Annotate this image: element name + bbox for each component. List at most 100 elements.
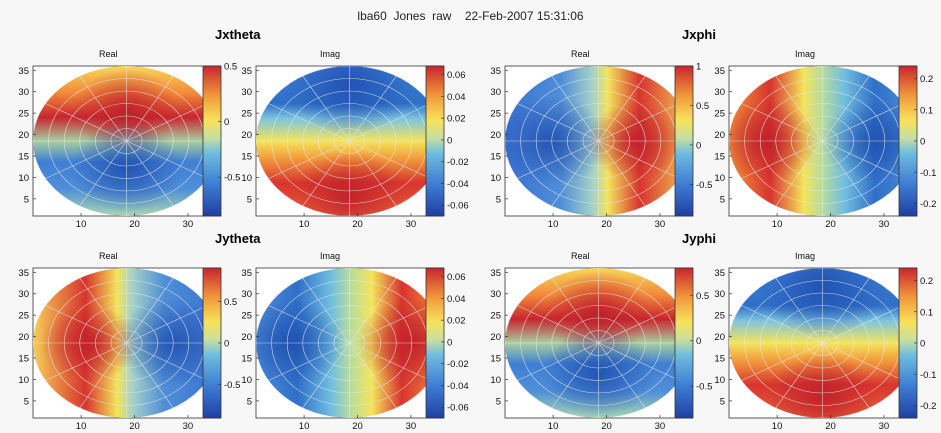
y-tick-label: 30: [490, 289, 501, 300]
x-tick-label: 30: [406, 219, 417, 230]
y-tick-label: 10: [714, 173, 725, 184]
colorbar-tick-label: -0.02: [447, 157, 469, 168]
y-tick-label: 35: [18, 268, 29, 279]
heatmap-disc: [256, 66, 443, 216]
y-tick-label: 25: [490, 109, 501, 120]
y-tick-label: 10: [241, 375, 252, 386]
colorbar-tick-label: 0.04: [447, 92, 466, 103]
colorbar-tick-label: -0.04: [447, 381, 469, 392]
y-tick-label: 15: [18, 152, 29, 163]
colorbar-tick-label: 0.1: [920, 105, 933, 116]
colorbar: 1 0.5 0 -0.5: [674, 62, 712, 217]
polar-grid: [729, 66, 916, 216]
y-tick-label: 35: [241, 66, 252, 77]
colorbar: 0.5 0 -0.5: [202, 267, 240, 419]
group-title-jxphi: Jxphi: [682, 27, 716, 42]
y-tick-label: 20: [18, 130, 29, 141]
panel-jytheta-imag: 10 20 30 5 10 15 20 25 30 35 0.06 0.04 0.02 0 -0.02 -0.…: [241, 267, 469, 432]
x-tick-label: 20: [825, 219, 836, 230]
heatmap-disc: [33, 66, 220, 216]
y-tick-label: 30: [241, 87, 252, 98]
y-tick-label: 30: [714, 87, 725, 98]
panel-title-jytheta-imag: Imag: [320, 251, 341, 261]
x-tick-label: 20: [352, 421, 363, 432]
y-tick-label: 35: [18, 66, 29, 77]
x-tick-label: 30: [183, 421, 194, 432]
colorbar-tick-label: 0.04: [447, 294, 466, 305]
y-tick-label: 30: [18, 289, 29, 300]
y-tick-label: 10: [241, 173, 252, 184]
colorbar-tick-label: 0: [920, 137, 925, 148]
panel-jxphi-real: 10 20 30 5 10 15 20 25 30 35 1 0.5 0 -0.5: [490, 62, 712, 231]
y-tick-label: 5: [247, 194, 252, 205]
x-tick-label: 30: [406, 421, 417, 432]
colorbar-tick-label: 0.5: [696, 291, 709, 302]
figure-title: lba60 Jones raw 22-Feb-2007 15:31:06: [357, 9, 584, 23]
colorbar: 0.5 0 -0.5: [202, 62, 240, 217]
y-tick-label: 25: [241, 311, 252, 322]
x-tick-label: 30: [879, 219, 890, 230]
y-tick-label: 20: [490, 130, 501, 141]
x-tick-label: 20: [129, 421, 140, 432]
colorbar-tick-label: -0.1: [920, 168, 936, 179]
group-title-jyphi: Jyphi: [682, 231, 716, 246]
y-tick-label: 30: [18, 87, 29, 98]
y-tick-label: 25: [241, 109, 252, 120]
heatmap-disc: [729, 268, 916, 418]
colorbar-tick-label: 0.06: [447, 70, 466, 81]
colorbar-tick-label: 0.5: [696, 101, 709, 112]
x-tick-label: 20: [825, 421, 836, 432]
colorbar-tick-label: 0: [920, 339, 925, 350]
y-tick-label: 20: [490, 332, 501, 343]
x-tick-label: 20: [352, 219, 363, 230]
panel-jxtheta-real: 10 20 30 5 10 15 20 25 30 35 0.5 0 -0.5: [18, 62, 240, 231]
colorbar-tick-label: -0.5: [224, 173, 240, 184]
x-tick-label: 20: [129, 219, 140, 230]
x-tick-label: 30: [879, 421, 890, 432]
y-tick-label: 25: [18, 109, 29, 120]
y-tick-label: 10: [18, 173, 29, 184]
polar-grid: [256, 268, 443, 418]
colorbar-tick-label: 0.2: [920, 276, 933, 287]
y-tick-label: 10: [714, 375, 725, 386]
x-tick-label: 10: [772, 421, 783, 432]
x-tick-label: 30: [655, 421, 666, 432]
x-tick-label: 10: [299, 421, 310, 432]
group-title-jxtheta: Jxtheta: [215, 27, 261, 42]
x-tick-label: 10: [548, 219, 559, 230]
heatmap-disc: [256, 268, 443, 418]
colorbar-tick-label: -0.2: [920, 401, 936, 412]
panel-title-jytheta-real: Real: [99, 251, 118, 261]
y-tick-label: 20: [714, 332, 725, 343]
y-tick-label: 5: [24, 396, 29, 407]
colorbar: 0.06 0.04 0.02 0 -0.02 -0.04 -0.06: [425, 65, 469, 217]
colorbar-tick-label: -0.5: [696, 382, 712, 393]
y-tick-label: 30: [241, 289, 252, 300]
heatmap-disc: [505, 268, 692, 418]
colorbar: 0.06 0.04 0.02 0 -0.02 -0.04 -0.06: [425, 267, 469, 419]
y-tick-label: 10: [490, 173, 501, 184]
y-tick-label: 15: [714, 152, 725, 163]
x-tick-label: 30: [655, 219, 666, 230]
y-tick-label: 35: [714, 268, 725, 279]
colorbar-tick-label: 0.1: [920, 307, 933, 318]
y-tick-label: 25: [490, 311, 501, 322]
y-tick-label: 25: [18, 311, 29, 322]
y-tick-label: 20: [18, 332, 29, 343]
y-tick-label: 30: [490, 87, 501, 98]
panel-title-jxtheta-imag: Imag: [320, 49, 341, 59]
y-tick-label: 35: [490, 268, 501, 279]
x-tick-label: 10: [548, 421, 559, 432]
colorbar-tick-label: -0.06: [447, 403, 469, 414]
y-tick-label: 5: [247, 396, 252, 407]
colorbar: 0.5 0 -0.5: [674, 267, 712, 419]
colorbar-tick-label: -0.5: [696, 180, 712, 191]
x-tick-label: 10: [76, 421, 87, 432]
panel-title-jxtheta-real: Real: [99, 49, 118, 59]
polar-grid: [33, 268, 220, 418]
x-tick-label: 10: [772, 219, 783, 230]
y-tick-label: 35: [490, 66, 501, 77]
colorbar-tick-label: -0.04: [447, 179, 469, 190]
panel-title-jyphi-real: Real: [571, 251, 590, 261]
